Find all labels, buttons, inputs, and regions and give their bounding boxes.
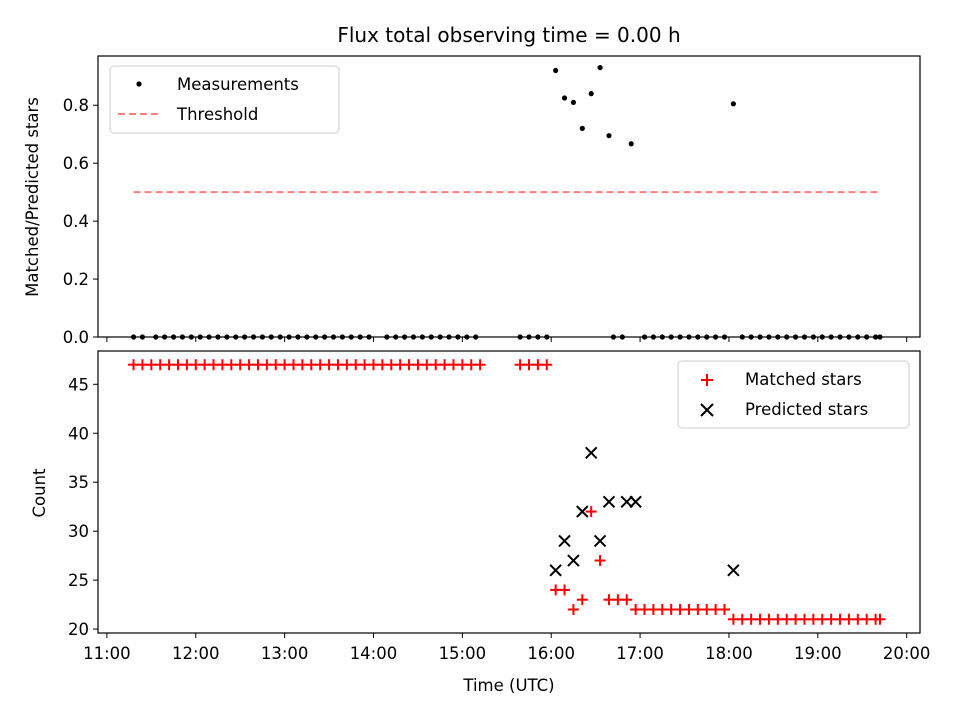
legend-matched-marker: [701, 374, 713, 386]
bottom-x-tick-label: 15:00: [439, 644, 487, 663]
measurement-point: [628, 141, 634, 147]
matched-star-point: [541, 359, 553, 371]
bottom-plot-frame: [97, 350, 921, 634]
bottom-x-tick-label: 13:00: [261, 644, 309, 663]
bottom-y-tick-label: 35: [68, 473, 89, 492]
bottom-panel: 20 25 30 35 40 45 11:00 12:00 13:00 14:00 15:00 16…: [30, 350, 930, 695]
bottom-y-axis-label: Count: [30, 468, 49, 518]
bottom-y-tick-label: 45: [68, 375, 89, 394]
legend-predicted-marker: [700, 403, 714, 417]
top-y-tick-label: 0.2: [63, 270, 89, 289]
top-x-axis: [106, 337, 908, 342]
matched-star-point: [576, 594, 588, 606]
top-panel: Flux total observing time = 0.00 h 0.00.…: [23, 23, 921, 347]
top-y-axis-label: Matched/Predicted stars: [23, 97, 42, 297]
measurement-point: [606, 133, 612, 139]
legend-predicted: Predicted stars: [745, 400, 868, 419]
top-panel-marks: [130, 64, 883, 340]
top-y-tick-label: 0.8: [63, 96, 89, 115]
matched-star-point: [718, 604, 730, 615]
legend-matched: Matched stars: [745, 370, 862, 389]
predicted-star-point: [549, 564, 562, 577]
bottom-x-tick-label: 18:00: [705, 644, 753, 663]
bottom-x-tick-label: 12:00: [172, 644, 220, 663]
measurement-point: [561, 95, 568, 101]
predicted-star-point: [629, 495, 642, 508]
predicted-star-point: [584, 446, 598, 460]
measurement-point: [588, 91, 594, 97]
matched-star-point: [621, 594, 633, 606]
legend-measurements-marker: [136, 81, 142, 87]
bottom-x-tick-label: 16:00: [527, 644, 575, 663]
top-y-tick-label: 0.4: [63, 212, 89, 231]
top-plot-frame: [97, 55, 921, 338]
top-y-tick-label: 0.0: [63, 328, 89, 347]
predicted-star-point: [558, 534, 571, 548]
matched-star-point: [874, 613, 886, 625]
matched-star-point: [567, 604, 579, 615]
bottom-legend: Matched stars Predicted stars: [677, 360, 910, 429]
x-axis-label: Time (UTC): [462, 676, 554, 695]
bottom-panel-marks: [128, 359, 886, 625]
bottom-x-tick-label: 19:00: [794, 644, 842, 663]
matched-star-point: [585, 506, 597, 518]
legend-threshold: Threshold: [176, 105, 258, 124]
measurement-point: [597, 64, 603, 71]
top-legend: Measurements Threshold: [109, 65, 340, 134]
bottom-y-tick-label: 30: [68, 522, 89, 541]
bottom-x-tick-label: 20:00: [883, 644, 931, 663]
bottom-y-tick-label: 20: [68, 620, 89, 639]
measurement-point: [579, 125, 585, 132]
predicted-star-point: [576, 505, 589, 518]
bottom-x-axis: 11:00 12:00 13:00 14:00 15:00 16:00 17:00 18:00…: [83, 633, 930, 663]
predicted-star-point: [567, 554, 580, 567]
matched-star-point: [559, 584, 571, 596]
predicted-star-point: [727, 564, 740, 577]
bottom-y-axis: 20 25 30 35 40 45: [68, 375, 98, 639]
bottom-y-tick-label: 25: [68, 571, 89, 590]
measurement-point: [730, 101, 736, 107]
matched-star-point: [594, 555, 606, 567]
predicted-star-point: [602, 495, 616, 508]
predicted-star-point: [593, 534, 607, 548]
top-y-tick-label: 0.6: [63, 154, 89, 173]
bottom-x-tick-label: 17:00: [616, 644, 664, 663]
bottom-y-tick-label: 40: [68, 424, 89, 443]
predicted-star-point: [620, 495, 633, 508]
bottom-x-tick-label: 11:00: [83, 644, 131, 663]
chart-title: Flux total observing time = 0.00 h: [337, 23, 680, 47]
legend-measurements: Measurements: [177, 75, 299, 94]
top-y-axis: 0.0 0.2 0.4 0.6 0.8: [63, 96, 98, 347]
measurement-point: [553, 67, 559, 74]
measurement-point: [570, 99, 577, 105]
matched-star-point: [474, 359, 486, 371]
bottom-x-tick-label: 14:00: [350, 644, 398, 663]
